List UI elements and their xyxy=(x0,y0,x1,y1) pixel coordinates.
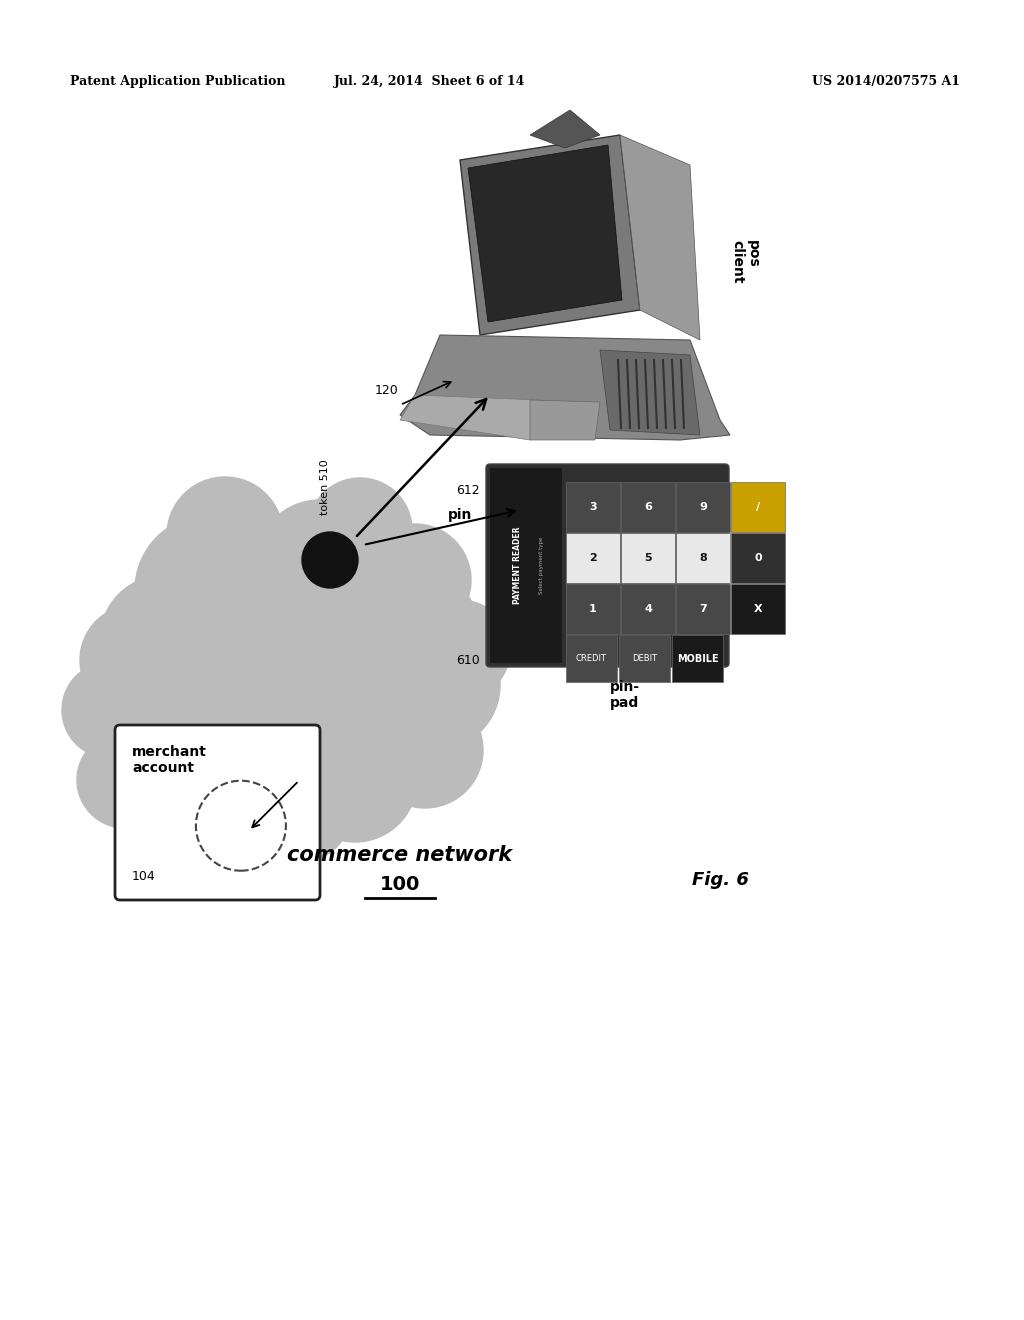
Text: US 2014/0207575 A1: US 2014/0207575 A1 xyxy=(812,75,961,88)
Circle shape xyxy=(80,605,190,715)
FancyBboxPatch shape xyxy=(731,482,785,532)
Text: Patent Application Publication: Patent Application Publication xyxy=(70,75,286,88)
Polygon shape xyxy=(468,145,622,322)
Text: MOBILE: MOBILE xyxy=(677,653,718,664)
FancyBboxPatch shape xyxy=(566,583,620,634)
FancyBboxPatch shape xyxy=(566,533,620,583)
Text: pin-
pad: pin- pad xyxy=(610,680,640,710)
Text: 104: 104 xyxy=(132,870,156,883)
Text: 2: 2 xyxy=(589,553,597,564)
Text: 3: 3 xyxy=(589,502,597,512)
Circle shape xyxy=(232,787,328,883)
Text: PAYMENT READER: PAYMENT READER xyxy=(513,527,522,605)
Polygon shape xyxy=(600,350,700,436)
Circle shape xyxy=(308,478,412,582)
FancyBboxPatch shape xyxy=(486,465,729,667)
Polygon shape xyxy=(400,395,540,440)
Circle shape xyxy=(255,500,385,630)
FancyBboxPatch shape xyxy=(618,635,670,682)
Text: pin: pin xyxy=(449,508,472,521)
FancyBboxPatch shape xyxy=(115,725,319,900)
Text: merchant
account: merchant account xyxy=(132,744,207,775)
Circle shape xyxy=(340,565,480,705)
Polygon shape xyxy=(400,335,730,440)
Text: 120: 120 xyxy=(375,384,398,396)
Text: 0: 0 xyxy=(755,553,762,564)
Circle shape xyxy=(190,560,370,741)
Circle shape xyxy=(185,685,315,814)
Text: 9: 9 xyxy=(699,502,707,512)
Text: 7: 7 xyxy=(699,605,707,614)
Circle shape xyxy=(275,540,425,690)
Circle shape xyxy=(100,576,230,705)
FancyBboxPatch shape xyxy=(676,482,730,532)
Text: 8: 8 xyxy=(699,553,707,564)
Text: 1: 1 xyxy=(589,605,597,614)
FancyBboxPatch shape xyxy=(566,482,620,532)
Circle shape xyxy=(315,671,455,810)
FancyBboxPatch shape xyxy=(490,469,562,663)
Text: 610: 610 xyxy=(457,653,480,667)
Circle shape xyxy=(302,532,358,587)
FancyBboxPatch shape xyxy=(621,583,675,634)
Text: token 510: token 510 xyxy=(319,459,330,515)
Text: CREDIT: CREDIT xyxy=(575,653,607,663)
FancyBboxPatch shape xyxy=(731,583,785,634)
Text: X: X xyxy=(754,605,762,614)
Polygon shape xyxy=(530,110,600,148)
Text: 5: 5 xyxy=(644,553,652,564)
Circle shape xyxy=(255,696,385,825)
FancyBboxPatch shape xyxy=(676,583,730,634)
Circle shape xyxy=(370,620,500,750)
Circle shape xyxy=(367,692,483,808)
Circle shape xyxy=(410,601,510,700)
Circle shape xyxy=(77,733,173,828)
FancyBboxPatch shape xyxy=(676,533,730,583)
Text: pos
client: pos client xyxy=(730,240,760,284)
Text: 6: 6 xyxy=(644,502,652,512)
Text: DEBIT: DEBIT xyxy=(632,653,657,663)
Text: Select payment type: Select payment type xyxy=(540,537,545,594)
Circle shape xyxy=(167,477,283,593)
Polygon shape xyxy=(620,135,700,341)
Text: Jul. 24, 2014  Sheet 6 of 14: Jul. 24, 2014 Sheet 6 of 14 xyxy=(334,75,525,88)
Circle shape xyxy=(293,718,417,842)
Text: /: / xyxy=(756,502,760,512)
Circle shape xyxy=(359,524,471,636)
Circle shape xyxy=(120,640,260,780)
Circle shape xyxy=(62,663,158,758)
FancyBboxPatch shape xyxy=(672,635,723,682)
Circle shape xyxy=(135,515,285,665)
Text: 4: 4 xyxy=(644,605,652,614)
Circle shape xyxy=(102,682,218,799)
FancyBboxPatch shape xyxy=(731,533,785,583)
Circle shape xyxy=(248,758,352,862)
Polygon shape xyxy=(460,135,640,335)
Text: 612: 612 xyxy=(457,483,480,496)
Text: Fig. 6: Fig. 6 xyxy=(691,871,749,888)
FancyBboxPatch shape xyxy=(621,482,675,532)
FancyBboxPatch shape xyxy=(621,533,675,583)
Text: commerce network: commerce network xyxy=(288,845,513,865)
Text: 100: 100 xyxy=(380,875,420,894)
Polygon shape xyxy=(530,400,600,440)
FancyBboxPatch shape xyxy=(566,635,617,682)
Circle shape xyxy=(130,744,230,845)
